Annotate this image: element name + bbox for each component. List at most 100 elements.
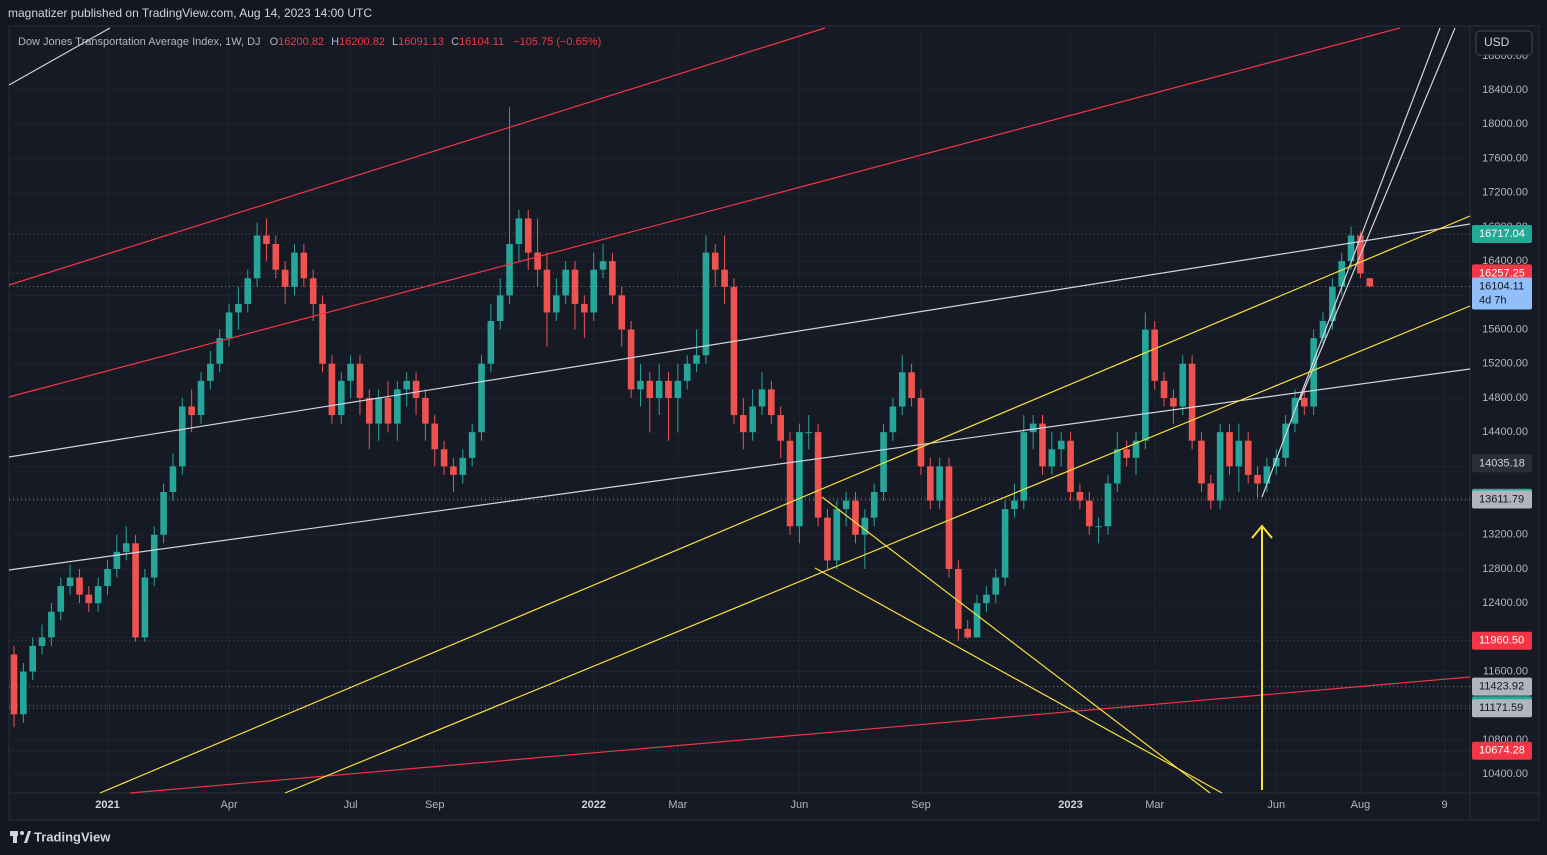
candle-body (1366, 278, 1374, 287)
currency[interactable]: USD (1484, 35, 1510, 49)
legend: Dow Jones Transportation Average Index, … (18, 36, 601, 48)
grid (9, 26, 1470, 793)
price-label-box (1472, 699, 1532, 718)
candle-body (534, 252, 541, 270)
candle-body (1179, 363, 1187, 407)
x-tick-label: Mar (1145, 799, 1164, 811)
trend-line (284, 305, 1471, 794)
y-tick-label: 10400.00 (1482, 768, 1528, 780)
currency-button[interactable]: USD (1475, 30, 1533, 56)
arrow-head (1251, 524, 1273, 539)
candle-body (412, 380, 420, 398)
candle-body (1095, 526, 1102, 528)
trend-line (8, 27, 111, 86)
logo-part (24, 831, 31, 843)
candle-body (1207, 483, 1215, 501)
candle-body (1048, 449, 1056, 467)
y-tick-label: 14400.00 (1482, 426, 1528, 438)
candle-body (440, 449, 448, 467)
legend-value: 16200.82 (278, 36, 324, 48)
candle-body (1301, 397, 1308, 407)
candle-body (730, 286, 738, 416)
candle-body (104, 568, 111, 587)
x-tick-label: Jul (344, 799, 358, 811)
trend-line (821, 496, 1211, 794)
candle-body (543, 269, 551, 313)
candle-body (599, 261, 607, 270)
legend-change: −105.75 (−0.65%) (513, 36, 601, 48)
candle-body (833, 509, 841, 561)
y-tick-label: 16400.00 (1482, 255, 1528, 267)
candle-body (1104, 483, 1112, 527)
candle-body (553, 295, 560, 313)
candle-body (983, 594, 990, 604)
candle-body (1029, 423, 1037, 433)
candle-body (927, 466, 934, 501)
price-label: 16104.11 (1479, 280, 1524, 292)
y-tick-label: 15600.00 (1482, 323, 1528, 335)
candle-body (852, 500, 859, 535)
candle-body (955, 568, 962, 629)
price-label: 11960.50 (1479, 635, 1524, 647)
y-tick-label: 17600.00 (1482, 152, 1528, 164)
price-label: 11423.92 (1479, 681, 1524, 693)
y-tick-label: 14800.00 (1482, 392, 1528, 404)
candle-body (1310, 338, 1317, 407)
legend-letter: C (451, 36, 459, 48)
trend-line (814, 567, 1223, 794)
candle-body (1020, 432, 1028, 501)
candle-body (768, 389, 775, 416)
candle-body (169, 466, 177, 493)
candle-body (216, 338, 223, 364)
legend-letter: L (392, 36, 398, 48)
candle-body (347, 363, 354, 381)
y-tick-label: 11600.00 (1483, 665, 1528, 677)
candle-body (515, 218, 523, 245)
countdown: 4d 7h (1479, 294, 1507, 306)
candle-body (1319, 321, 1327, 339)
candle-body (609, 261, 616, 296)
candle-body (945, 466, 953, 569)
y-tick-label: 18000.00 (1482, 118, 1528, 130)
candle-body (786, 440, 794, 527)
candle-body (693, 355, 700, 364)
price-axis: 10400.0010800.0011200.0011600.0012000.00… (95, 50, 1532, 811)
logo-part (20, 831, 24, 835)
candle-body (777, 415, 784, 441)
candle-body (291, 252, 298, 287)
legend-letter: O (270, 36, 279, 48)
candle-body (113, 551, 121, 569)
candle-body (66, 577, 74, 587)
y-tick-label: 18400.00 (1482, 84, 1528, 96)
x-tick-label: Sep (425, 799, 445, 811)
legend-title: Dow Jones Transportation Average Index, … (18, 36, 261, 48)
candle-body (1263, 466, 1271, 484)
legend-value: 16091.13 (398, 36, 444, 48)
candle-body (263, 235, 270, 245)
candle-body (581, 303, 588, 313)
drawings (8, 27, 1471, 794)
candle-body (1067, 440, 1074, 493)
candle-body (665, 380, 672, 398)
candle-body (973, 603, 981, 638)
candle-body (29, 645, 36, 672)
candle-body (48, 611, 55, 638)
candle-body (431, 423, 439, 450)
x-tick-label: 9 (1441, 799, 1447, 811)
candle-body (207, 363, 214, 381)
candle-body (384, 397, 392, 424)
candle-body (57, 586, 65, 612)
candle-body (908, 372, 915, 398)
candle-body (814, 432, 822, 518)
candle-body (235, 303, 242, 313)
currency-box[interactable] (1475, 30, 1533, 56)
candle-body (478, 363, 485, 433)
candle-body (244, 278, 252, 304)
y-tick-label: 17200.00 (1482, 187, 1528, 199)
candle-body (94, 586, 102, 604)
candle-body (880, 432, 887, 493)
price-label-box (1472, 277, 1532, 310)
candle-body (571, 269, 579, 304)
legend-value: 16104.11 (459, 36, 504, 48)
candle-body (1160, 380, 1168, 398)
